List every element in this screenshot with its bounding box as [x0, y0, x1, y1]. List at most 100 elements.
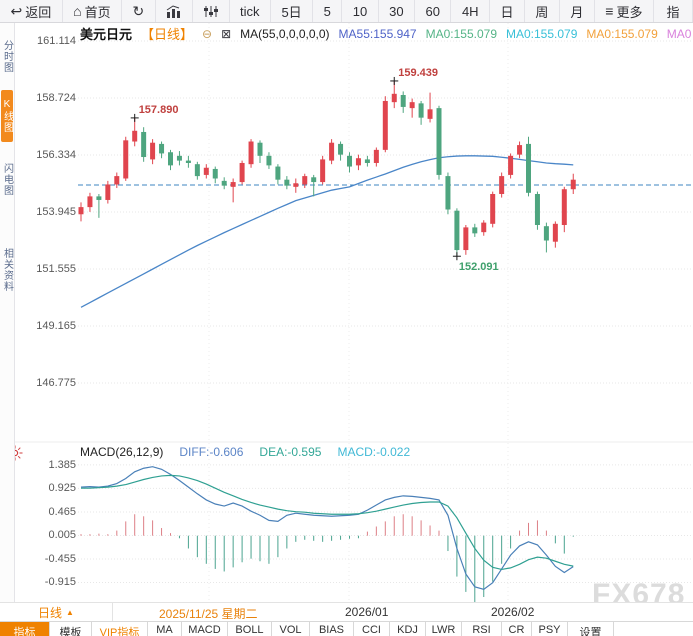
macd-axis-label: -0.455: [44, 552, 76, 565]
ma-value-label: MA0:155.079: [425, 26, 497, 41]
date-axis-bar: 日线 ▲ 2025/11/25 星期二 2026/01 2026/02: [0, 602, 693, 622]
indicator-tab-指标[interactable]: 指标: [0, 622, 50, 636]
left-rail: 分时图 K线图闪电图相关资料: [0, 22, 15, 602]
ma55-line: [80, 155, 574, 308]
toolbar-label: 日: [500, 4, 514, 20]
toolbar-label: 返回: [25, 4, 52, 20]
toolbar-label: tick: [240, 3, 260, 19]
menu-icon: ≡: [605, 3, 614, 19]
indicator-tab-BOLL[interactable]: BOLL: [228, 622, 272, 636]
indicator-tab-模板[interactable]: 模板: [50, 622, 92, 636]
candles-layer: [78, 80, 576, 257]
price-axis-label: 149.165: [36, 320, 76, 333]
macd-diff-value: DIFF:-0.606: [179, 445, 244, 459]
macd-macd-value: MACD:-0.022: [337, 445, 411, 459]
macd-layer: [80, 466, 574, 603]
rail-tab-3[interactable]: 闪电图: [1, 162, 13, 196]
indicator-tab-设置[interactable]: 设置: [568, 622, 614, 636]
toolbar-label: 5: [323, 3, 331, 19]
toolbar-item-month[interactable]: 月: [560, 0, 595, 22]
extreme-marker: [390, 76, 399, 85]
toolbar-label: 4H: [461, 3, 479, 19]
macd-axis-label: 0.465: [48, 505, 76, 518]
ma-settings-label: MA(55,0,0,0,0,0): [240, 26, 330, 41]
indicator-tab-CR[interactable]: CR: [502, 622, 532, 636]
toolbar-label: 指: [666, 4, 680, 20]
price-axis-label: 151.555: [36, 263, 76, 275]
dea-line: [81, 474, 574, 571]
indicator-tab-RSI[interactable]: RSI: [462, 622, 502, 636]
date-axis-label: 2026/02: [491, 605, 535, 619]
chevron-up-icon: ▲: [66, 608, 74, 617]
toolbar-item-10m[interactable]: 10: [342, 0, 379, 22]
ma-value-label: MA55:155.947: [338, 26, 417, 41]
extreme-marker: [452, 252, 461, 261]
price-axis-label: 161.114: [37, 35, 76, 47]
toolbar-item-chart-type[interactable]: [156, 0, 193, 22]
price-annotation: 159.439: [398, 66, 439, 79]
indicator-tab-LWR[interactable]: LWR: [426, 622, 462, 636]
macd-dea-value: DEA:-0.595: [259, 445, 322, 459]
toolbar-item-refresh[interactable]: ↻: [122, 0, 156, 22]
toolbar-label: 周: [535, 4, 549, 20]
bar-chart-icon: [166, 4, 181, 18]
toolbar-item-indicator-settings[interactable]: [193, 0, 230, 22]
date-axis-label: 2025/11/25 星期二: [159, 607, 258, 621]
toolbar-item-30m[interactable]: 30: [379, 0, 416, 22]
toolbar-item-day[interactable]: 日: [490, 0, 525, 22]
diff-line: [80, 466, 574, 591]
symbol-name: 美元日元: [80, 27, 133, 42]
toolbar-label: 月: [570, 4, 584, 20]
candle-settings-icon[interactable]: ⊠: [221, 26, 232, 41]
minus-badge-icon[interactable]: ⊖: [202, 26, 213, 41]
macd-header: MACD(26,12,9) DIFF:-0.606 DEA:-0.595 MAC…: [80, 445, 410, 459]
indicator-tab-VIP指标[interactable]: VIP指标: [92, 622, 148, 636]
rail-tab-2[interactable]: K线图: [1, 90, 13, 142]
toolbar-label: 5日: [281, 4, 302, 20]
period-tag: 【日线】: [141, 27, 194, 42]
toolbar-label: 更多: [616, 4, 643, 20]
macd-axis-label: -0.915: [44, 576, 76, 589]
ma-value-label: MA0:155.079: [586, 26, 658, 41]
refresh-icon: ↻: [132, 3, 145, 19]
period-selector[interactable]: 日线 ▲: [0, 603, 113, 622]
indicator-tab-bar: 指标 模板 VIP指标 MA MACD BOLL VOL BIAS CCI KDJ LWR RSI CR…: [0, 621, 693, 636]
indicator-tab-VOL[interactable]: VOL: [272, 622, 310, 636]
price-axis-label: 156.334: [36, 149, 76, 162]
toolbar-label: 30: [389, 3, 404, 19]
macd-title: MACD(26,12,9): [80, 445, 164, 459]
rail-tab-4[interactable]: 相关资料: [1, 248, 13, 292]
price-annotation: 157.890: [138, 103, 179, 116]
toolbar-item-home[interactable]: ⌂ 首页: [63, 0, 123, 22]
toolbar-item-clipped[interactable]: 指: [654, 0, 693, 22]
toolbar-item-tick[interactable]: tick: [230, 0, 271, 22]
toolbar-item-4h[interactable]: 4H: [451, 0, 491, 22]
date-axis-label: 2026/01: [345, 605, 389, 619]
ma-value-label: MA0:155.079: [506, 26, 578, 41]
indicator-tab-CCI[interactable]: CCI: [354, 622, 390, 636]
ma-value-label: MA0:155.079: [666, 26, 692, 41]
toolbar-item-5d[interactable]: 5日: [271, 0, 314, 22]
chart-legend: 美元日元 【日线】 ⊖ ⊠ MA(55,0,0,0,0,0) MA55:155.…: [80, 24, 692, 43]
indicator-tab-PSY[interactable]: PSY: [532, 622, 568, 636]
indicator-tab-KDJ[interactable]: KDJ: [390, 622, 426, 636]
rail-tab-1[interactable]: 分时图: [1, 39, 13, 73]
toolbar-item-back[interactable]: ↩ 返回: [0, 0, 63, 22]
sliders-icon: [203, 5, 219, 18]
price-axis-label: 146.775: [36, 377, 76, 390]
toolbar-item-more[interactable]: ≡ 更多: [595, 0, 654, 22]
toolbar: ↩ 返回 ⌂ 首页 ↻ tick 5日 5 10 30 60 4H 日周月 ≡ 更多指: [0, 0, 693, 23]
toolbar-label: 10: [352, 3, 368, 19]
indicator-tab-MACD[interactable]: MACD: [182, 622, 228, 636]
toolbar-item-week[interactable]: 周: [525, 0, 560, 22]
macd-axis-label: 1.385: [48, 458, 76, 471]
indicator-tab-MA[interactable]: MA: [148, 622, 182, 636]
toolbar-item-5m[interactable]: 5: [313, 0, 343, 22]
extreme-marker: [130, 113, 139, 122]
price-axis-label: 158.724: [36, 92, 76, 104]
toolbar-item-60m[interactable]: 60: [415, 0, 452, 22]
toolbar-label: 首页: [84, 4, 111, 20]
indicator-tab-BIAS[interactable]: BIAS: [310, 622, 354, 636]
